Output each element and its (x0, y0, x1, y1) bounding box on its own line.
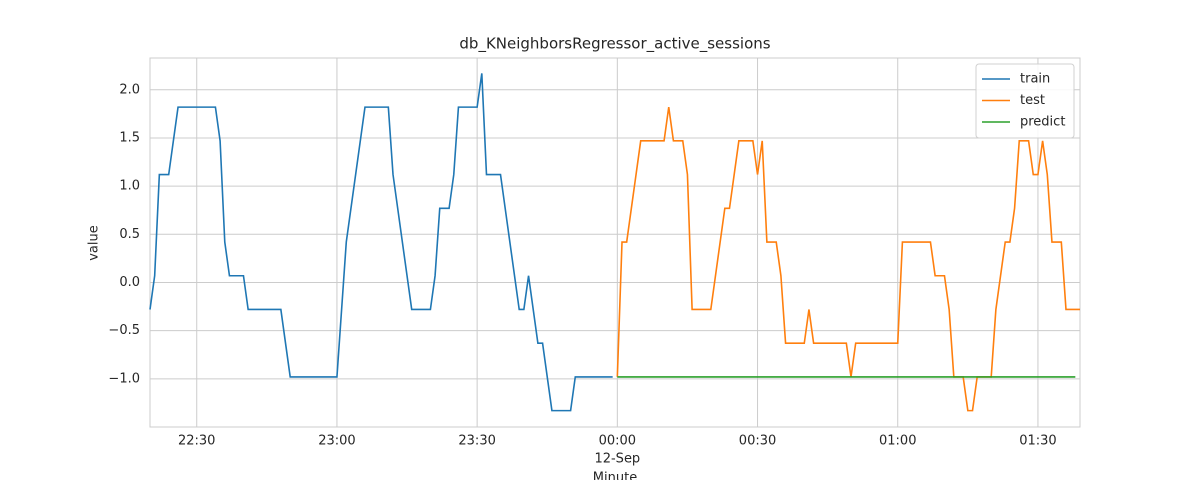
line-series (616, 107, 1080, 412)
x-tick-label: 23:00 (318, 434, 355, 449)
x-tick-label: 22:30 (178, 434, 215, 449)
y-tick-label: −0.5 (108, 323, 140, 338)
y-tick-label: 2.0 (119, 82, 140, 97)
y-tick-label: −1.0 (108, 371, 140, 386)
x-tick-label: 23:30 (458, 434, 495, 449)
y-tick-label: 1.5 (119, 130, 140, 145)
x-date-label: 12-Sep (594, 452, 640, 467)
x-tick-label: 01:00 (879, 434, 916, 449)
y-tick-label: 1.0 (119, 179, 140, 194)
y-axis-label: value (87, 225, 102, 261)
legend-label: train (1020, 72, 1050, 87)
legend-label: predict (1020, 115, 1065, 130)
x-axis-label: Minute (593, 471, 637, 480)
y-tick-label: 0.0 (119, 275, 140, 290)
x-tick-label: 00:00 (599, 434, 636, 449)
legend (975, 63, 1075, 139)
y-tick-label: 0.5 (119, 227, 140, 242)
chart-title: db_KNeighborsRegressor_active_sessions (459, 35, 770, 54)
line-series (149, 73, 613, 412)
x-tick-label: 01:30 (1019, 434, 1056, 449)
x-tick-label: 00:30 (739, 434, 776, 449)
legend-label: test (1020, 93, 1045, 108)
